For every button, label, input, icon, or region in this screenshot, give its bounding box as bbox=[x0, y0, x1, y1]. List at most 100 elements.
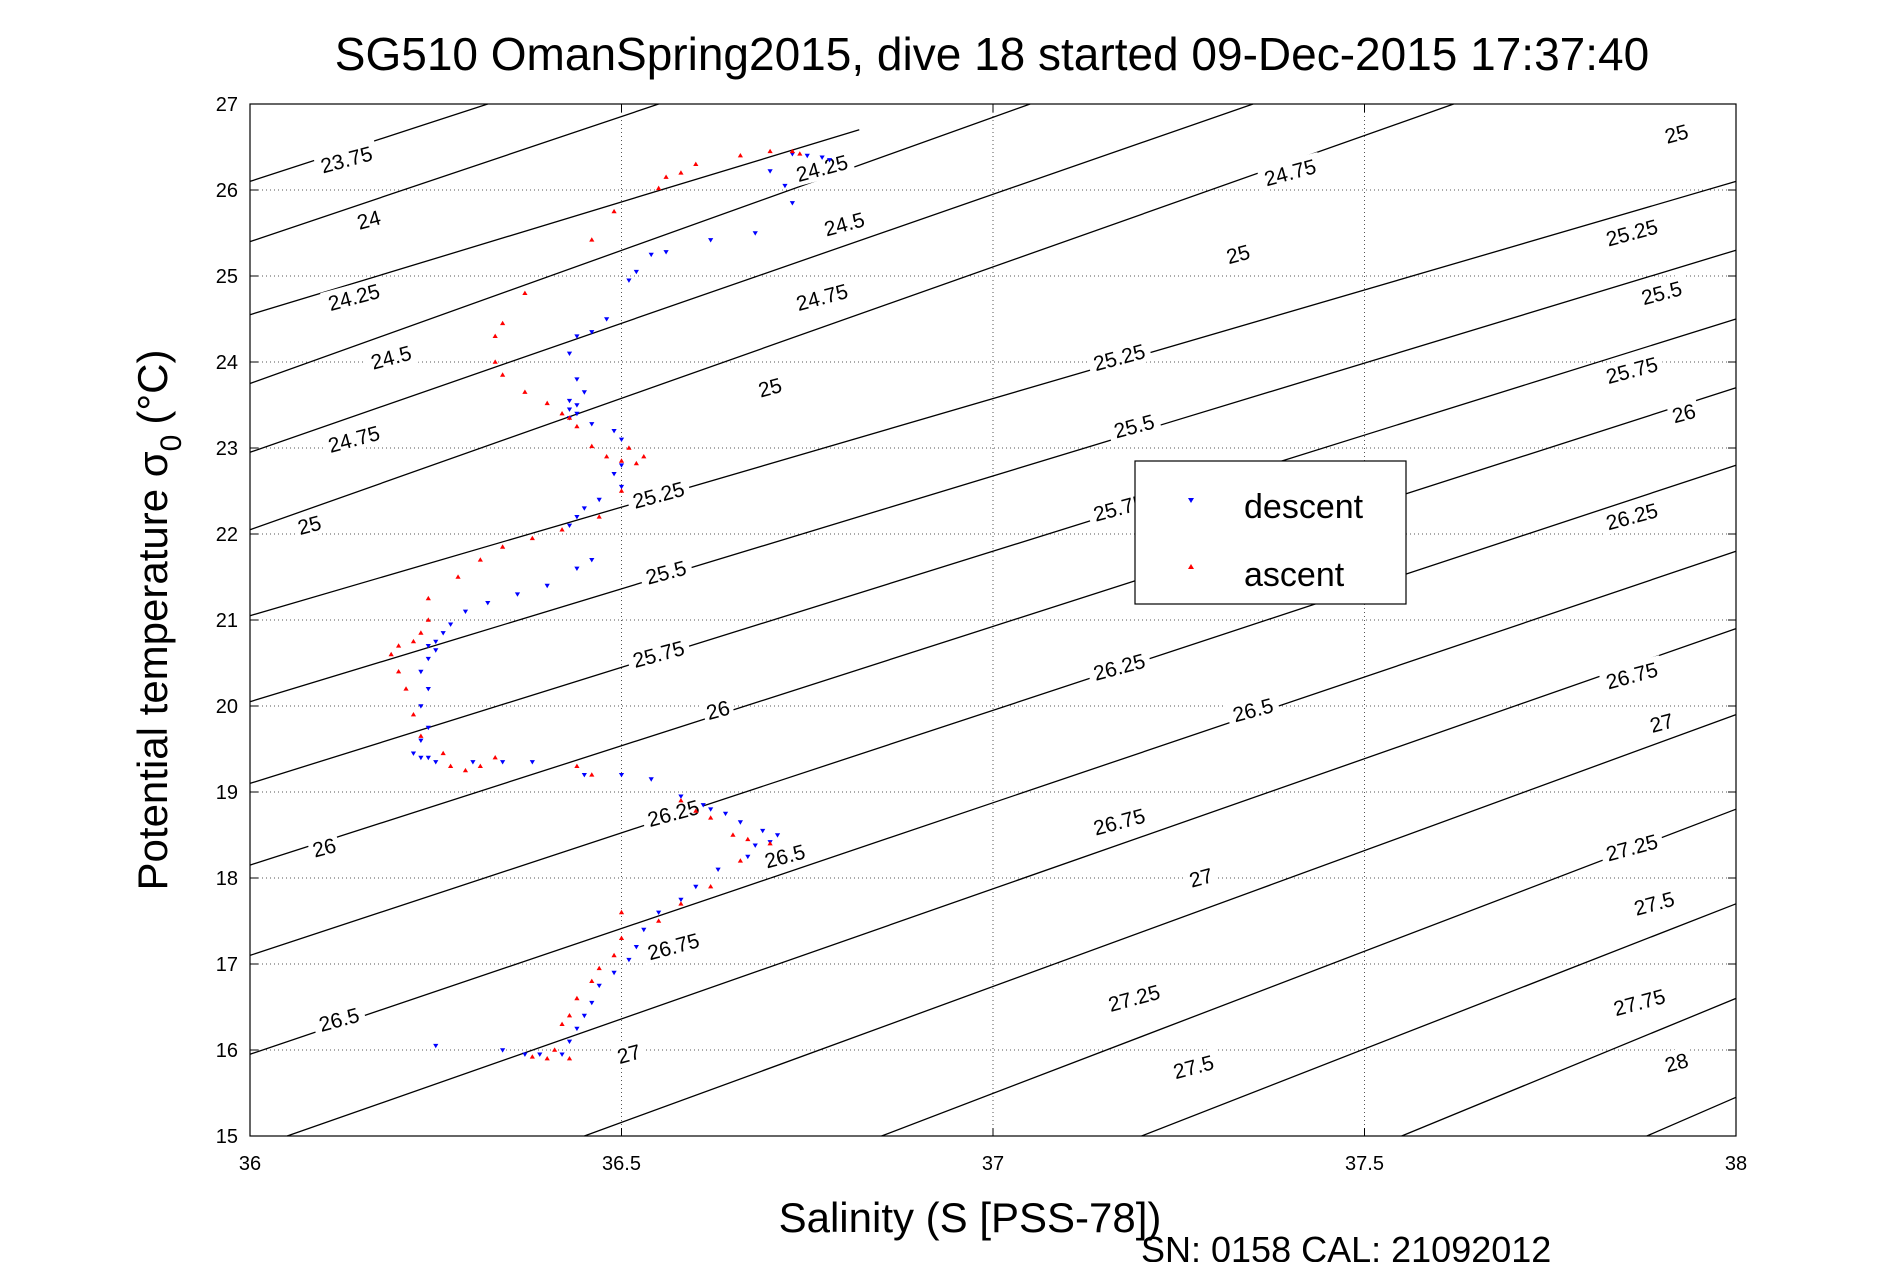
descent-point bbox=[574, 566, 580, 571]
ascent-point bbox=[522, 389, 528, 394]
descent-point bbox=[752, 843, 758, 848]
ascent-point bbox=[596, 965, 602, 971]
descent-point bbox=[425, 644, 431, 649]
contour-label-bg bbox=[1224, 691, 1282, 728]
ascent-point bbox=[477, 557, 483, 562]
ascent-point bbox=[500, 320, 506, 326]
ascent-point bbox=[529, 1054, 535, 1059]
ascent-point bbox=[708, 884, 714, 889]
ascent-point bbox=[767, 841, 773, 846]
x-tick-label: 38 bbox=[1725, 1153, 1747, 1175]
contour-label-bg bbox=[306, 831, 342, 863]
ascent-point bbox=[618, 458, 625, 463]
y-tick-label: 16 bbox=[216, 1040, 238, 1062]
descent-point bbox=[737, 820, 743, 825]
isopycnal-contours bbox=[249, 103, 1737, 1137]
contour-line bbox=[249, 103, 1254, 453]
descent-point bbox=[596, 983, 602, 989]
contour-label-bg bbox=[312, 139, 380, 179]
y-axis-label-sub: 0 bbox=[155, 435, 188, 452]
ascent-point bbox=[566, 1056, 573, 1061]
y-tick-label: 21 bbox=[216, 610, 238, 632]
svg-text:Potential temperature σ0(°C): Potential temperature σ0 (°C) bbox=[129, 350, 188, 891]
contour-line bbox=[249, 180, 1737, 617]
descent-point bbox=[648, 777, 654, 782]
y-tick-label: 20 bbox=[216, 696, 238, 718]
ascent-point bbox=[440, 750, 446, 756]
contour-label-bg bbox=[1085, 801, 1153, 841]
ascent-point bbox=[611, 952, 617, 958]
contour-line bbox=[249, 103, 1454, 531]
ascent-point bbox=[559, 527, 565, 532]
ascent-point bbox=[544, 400, 550, 406]
ascent-point bbox=[462, 767, 469, 773]
ascent-point bbox=[529, 535, 535, 541]
ascent-point bbox=[559, 1021, 565, 1026]
ascent-point bbox=[552, 1047, 558, 1052]
descent-point bbox=[826, 158, 833, 163]
contour-label-bg bbox=[700, 693, 736, 725]
descent-point bbox=[782, 183, 788, 189]
contour-label-bg bbox=[291, 508, 327, 540]
ascent-point bbox=[574, 763, 580, 768]
contour-label-bg bbox=[752, 371, 788, 403]
contour-label-bg bbox=[1085, 336, 1153, 377]
y-tick-label: 24 bbox=[216, 352, 238, 374]
legend-descent-marker bbox=[1188, 498, 1194, 503]
descent-point bbox=[500, 760, 506, 765]
descent-point bbox=[641, 927, 647, 933]
ascent-point bbox=[566, 415, 573, 420]
descent-point bbox=[633, 945, 639, 950]
contour-label-bg bbox=[1085, 646, 1153, 687]
descent-point bbox=[566, 398, 573, 404]
descent-point bbox=[581, 506, 587, 511]
ascent-point bbox=[425, 617, 431, 622]
contour-line bbox=[1141, 903, 1737, 1137]
ascent-point bbox=[589, 443, 595, 449]
descent-point bbox=[589, 558, 595, 563]
y-tick-label: 25 bbox=[216, 266, 238, 288]
descent-point bbox=[804, 153, 810, 159]
contour-line bbox=[249, 129, 860, 316]
descent-point bbox=[425, 687, 431, 692]
contour-line bbox=[1401, 997, 1737, 1137]
ascent-point bbox=[574, 995, 580, 1001]
descent-point bbox=[566, 351, 573, 356]
ascent-point bbox=[500, 544, 506, 549]
descent-point bbox=[566, 1039, 573, 1044]
descent-point bbox=[715, 867, 721, 872]
descent-point bbox=[752, 231, 758, 236]
ascent-point bbox=[789, 148, 795, 154]
ascent-point bbox=[730, 832, 736, 837]
ascent-point bbox=[618, 935, 625, 940]
legend-box bbox=[1134, 460, 1407, 605]
descent-point bbox=[440, 631, 446, 636]
descent-point bbox=[529, 760, 535, 765]
legend: descent ascent bbox=[1134, 460, 1407, 605]
descent-point bbox=[425, 755, 431, 761]
ascent-point bbox=[544, 1056, 550, 1061]
ascent-point bbox=[708, 815, 714, 820]
contour-label-bg bbox=[1605, 981, 1673, 1022]
contour-label-bg bbox=[624, 474, 692, 515]
x-tick-label: 36.5 bbox=[602, 1153, 641, 1175]
descent-point bbox=[700, 803, 706, 808]
ascent-point bbox=[656, 918, 662, 923]
contour-label-bg bbox=[788, 147, 856, 188]
ascent-point bbox=[693, 161, 699, 166]
contour-line bbox=[249, 103, 659, 243]
descent-point bbox=[418, 738, 424, 743]
descent-point bbox=[537, 1052, 543, 1057]
descent-point bbox=[559, 1052, 565, 1057]
descent-point bbox=[618, 484, 625, 490]
descent-point bbox=[708, 807, 714, 812]
footer-serial-cal: SN: 0158 CAL: 21092012 bbox=[1141, 1229, 1551, 1262]
ascent-point bbox=[693, 808, 699, 813]
ascent-point bbox=[604, 454, 610, 459]
ascent-point bbox=[410, 712, 417, 717]
descent-point bbox=[574, 515, 580, 520]
descent-point bbox=[693, 884, 699, 890]
contour-label-bg bbox=[1105, 407, 1163, 444]
contour-label-bg bbox=[611, 1037, 647, 1069]
ascent-point bbox=[455, 574, 461, 579]
